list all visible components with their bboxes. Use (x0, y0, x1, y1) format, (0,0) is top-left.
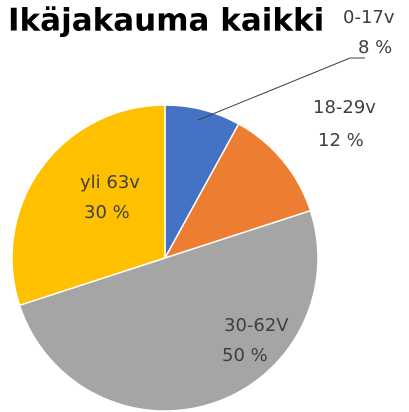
slice-label: 18-29v (313, 97, 376, 118)
slice-label: yli 63v (80, 172, 140, 193)
slice-value-label: 30 % (84, 202, 130, 223)
leader-line (197, 57, 365, 121)
slice-value-label: 50 % (222, 345, 268, 366)
slice-value-label: 12 % (318, 130, 364, 151)
pie-slice (18, 209, 319, 412)
slice-value-label: 8 % (358, 37, 392, 58)
pie-slice (163, 122, 312, 260)
chart-title: Ikäjakauma kaikki (8, 3, 324, 39)
slice-label: 30-62V (224, 315, 289, 336)
slice-label: 0-17v (343, 7, 395, 28)
pie-slice (11, 104, 166, 307)
